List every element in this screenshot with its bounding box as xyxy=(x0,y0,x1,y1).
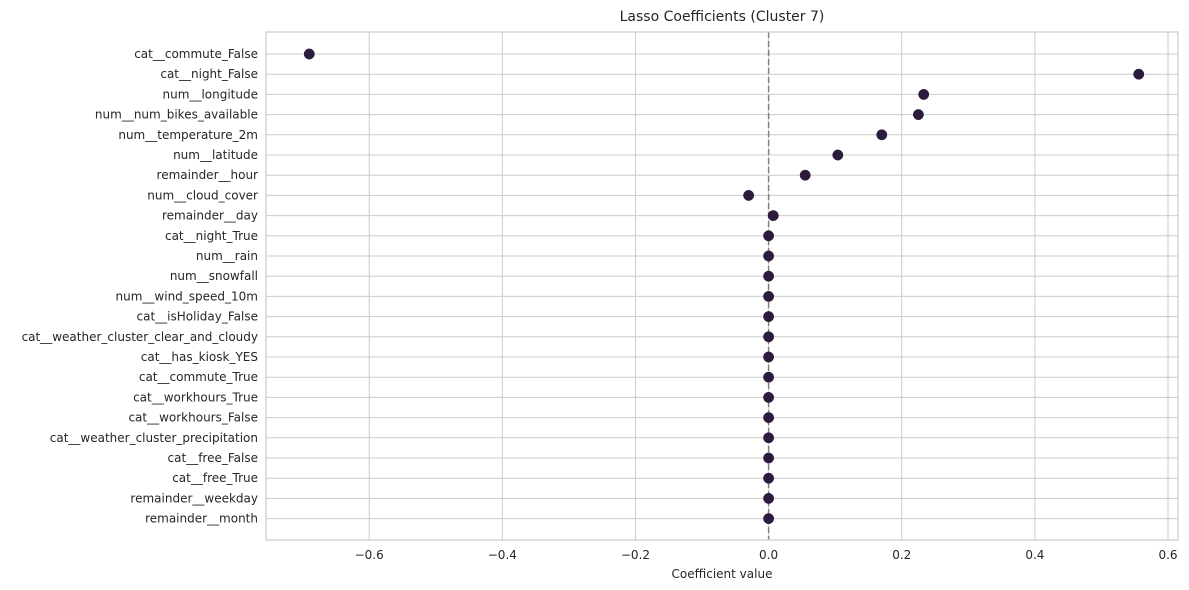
feature-label: cat__has_kiosk_YES xyxy=(141,350,258,364)
coefficient-point xyxy=(763,513,775,525)
feature-label: cat__night_False xyxy=(160,67,258,81)
coefficient-point xyxy=(763,351,775,363)
x-tick-labels: −0.6 −0.4 −0.2 0.0 0.2 0.4 0.6 xyxy=(355,548,1178,562)
feature-label: num__snowfall xyxy=(170,269,258,283)
feature-label: num__num_bikes_available xyxy=(95,108,258,122)
feature-label: cat__workhours_True xyxy=(133,390,258,404)
chart-title: Lasso Coefficients (Cluster 7) xyxy=(620,9,825,25)
x-tick-label: −0.6 xyxy=(355,548,384,562)
coefficient-point xyxy=(763,452,775,464)
feature-label: cat__free_False xyxy=(168,451,258,465)
x-tick-label: −0.4 xyxy=(488,548,517,562)
feature-label: num__temperature_2m xyxy=(118,128,258,142)
coefficient-point xyxy=(763,412,775,424)
coefficient-point xyxy=(763,270,775,282)
coefficient-point xyxy=(763,472,775,484)
coefficient-point xyxy=(303,48,315,60)
coefficient-point xyxy=(763,331,775,343)
coefficient-point xyxy=(763,311,775,323)
feature-label: cat__commute_True xyxy=(139,370,258,384)
coefficient-point xyxy=(876,129,888,141)
feature-label: remainder__weekday xyxy=(130,491,258,505)
coefficient-point xyxy=(767,210,779,222)
coefficient-point xyxy=(763,432,775,444)
x-tick-label: 0.0 xyxy=(759,548,778,562)
x-axis-label: Coefficient value xyxy=(672,567,773,581)
x-tick-label: 0.6 xyxy=(1158,548,1177,562)
coefficient-points xyxy=(303,48,1145,525)
feature-label: cat__commute_False xyxy=(134,47,258,61)
coefficient-point xyxy=(763,391,775,403)
coefficient-point xyxy=(912,109,924,121)
y-gridlines xyxy=(266,53,1178,520)
coefficient-point xyxy=(763,230,775,242)
coefficient-point xyxy=(799,169,811,181)
coefficient-point xyxy=(832,149,844,161)
feature-label: cat__free_True xyxy=(172,471,258,485)
coefficient-point xyxy=(763,371,775,383)
feature-label: remainder__month xyxy=(145,512,258,526)
feature-label: num__longitude xyxy=(163,87,258,101)
coefficient-point xyxy=(763,250,775,262)
feature-label: num__cloud_cover xyxy=(147,188,258,202)
plot-area-frame xyxy=(265,31,1179,541)
feature-label: cat__workhours_False xyxy=(128,411,258,425)
feature-label: num__latitude xyxy=(173,148,258,162)
feature-label: cat__weather_cluster_precipitation xyxy=(50,431,258,445)
feature-label: num__rain xyxy=(196,249,258,263)
feature-label: num__wind_speed_10m xyxy=(116,289,258,303)
feature-labels: cat__commute_False cat__night_False num__l… xyxy=(22,47,258,526)
x-tick-label: −0.2 xyxy=(621,548,650,562)
feature-label: remainder__day xyxy=(162,209,258,223)
coefficient-point xyxy=(743,189,755,201)
x-tick-label: 0.4 xyxy=(1025,548,1044,562)
coefficient-point xyxy=(763,492,775,504)
coefficient-point xyxy=(763,290,775,302)
x-tick-label: 0.2 xyxy=(892,548,911,562)
feature-label: cat__weather_cluster_clear_and_cloudy xyxy=(22,330,258,344)
feature-label: cat__isHoliday_False xyxy=(137,310,258,324)
feature-label: remainder__hour xyxy=(157,168,259,182)
feature-label: cat__night_True xyxy=(165,229,258,243)
coefficient-point xyxy=(1133,68,1145,80)
coefficient-point xyxy=(918,88,930,100)
